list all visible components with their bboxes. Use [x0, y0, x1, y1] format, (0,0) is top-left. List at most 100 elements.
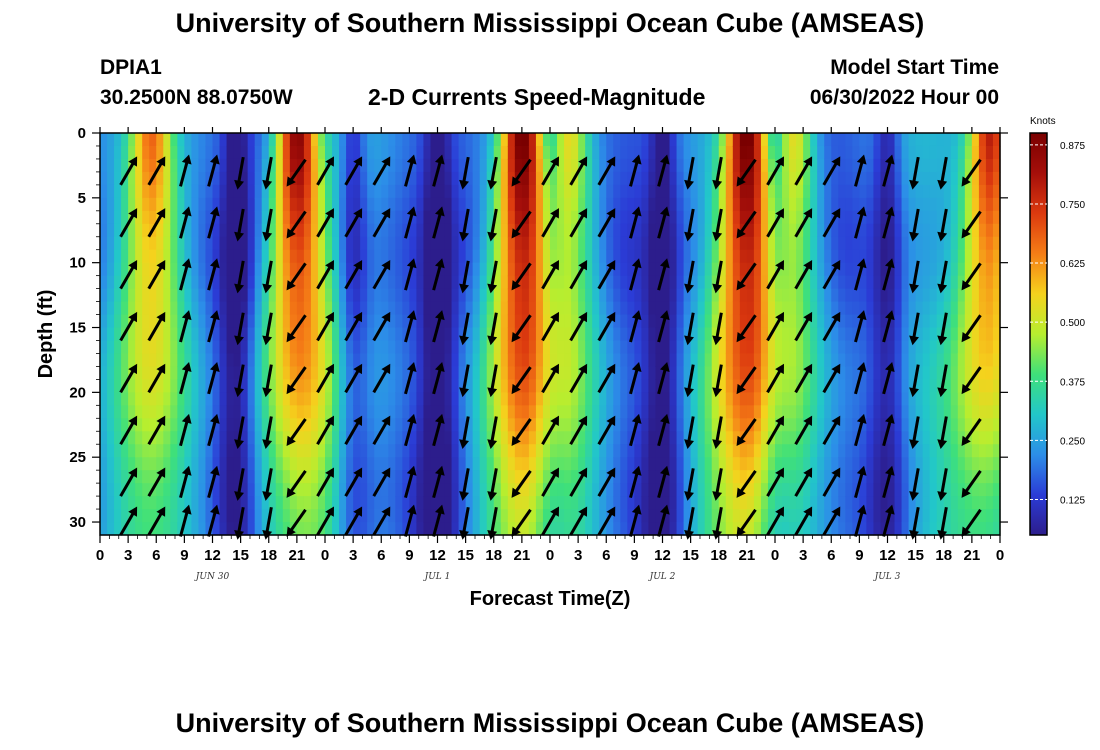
heatmap-cell	[100, 171, 108, 186]
heatmap-cell	[444, 223, 453, 238]
heatmap-cell	[873, 301, 882, 316]
heatmap-cell	[458, 405, 467, 419]
current-arrow	[404, 465, 417, 499]
heatmap-cell	[739, 288, 748, 303]
current-arrow	[961, 262, 982, 291]
heatmap-cell	[880, 392, 889, 406]
heatmap-cell	[310, 457, 319, 471]
heatmap-cell	[824, 184, 832, 199]
heatmap-cell	[550, 405, 558, 419]
heatmap-cell	[500, 223, 509, 238]
heatmap-cell	[887, 262, 896, 277]
heatmap-cell	[775, 457, 783, 471]
heatmap-cell	[317, 444, 326, 458]
heatmap-cell	[303, 288, 312, 303]
heatmap-cell	[641, 171, 650, 186]
heatmap-cell	[268, 223, 277, 238]
heatmap-cell	[852, 236, 860, 251]
current-arrow-head	[803, 415, 813, 426]
heatmap-cell	[964, 158, 973, 173]
heatmap-cell	[360, 145, 368, 160]
heatmap-cell	[177, 145, 185, 160]
heatmap-cell	[866, 418, 875, 432]
heatmap-cell	[107, 236, 115, 251]
heatmap-cell	[732, 522, 741, 536]
heatmap-cell	[592, 223, 600, 238]
heatmap-cell	[866, 496, 875, 510]
heatmap-cell	[810, 353, 818, 368]
heatmap-cell	[760, 483, 769, 497]
heatmap-cell	[978, 418, 987, 432]
heatmap-cell	[746, 133, 755, 147]
heatmap-cell	[226, 431, 235, 445]
heatmap-cell	[535, 444, 544, 458]
heatmap-cell	[697, 470, 706, 484]
heatmap-cell	[852, 470, 860, 484]
heatmap-cell	[479, 483, 488, 497]
current-arrow-head	[856, 258, 867, 269]
heatmap-cell	[135, 145, 143, 160]
heatmap-cell	[142, 340, 150, 355]
heatmap-cell	[908, 392, 917, 406]
heatmap-cell	[430, 249, 439, 264]
heatmap-cell	[782, 158, 790, 173]
heatmap-cell	[521, 288, 530, 303]
current-arrow-head	[434, 154, 445, 165]
heatmap-cell	[838, 314, 846, 329]
heatmap-cell	[437, 262, 446, 277]
heatmap-cell	[507, 275, 516, 290]
heatmap-cell	[894, 236, 903, 251]
current-arrow	[207, 465, 220, 499]
heatmap-cell	[493, 405, 502, 419]
heatmap-cell	[697, 262, 706, 277]
heatmap-cell	[971, 379, 980, 393]
heatmap-cell	[564, 288, 572, 303]
heatmap-cell	[240, 353, 249, 368]
heatmap-cell	[957, 431, 966, 445]
heatmap-cell	[760, 171, 769, 186]
heatmap-cell	[493, 470, 502, 484]
heatmap-cell	[521, 483, 530, 497]
heatmap-cell	[353, 133, 361, 147]
heatmap-cell	[901, 470, 910, 484]
heatmap-cell	[212, 275, 221, 290]
heatmap-cell	[282, 158, 291, 173]
heatmap-cell	[908, 483, 917, 497]
heatmap-cell	[423, 379, 432, 393]
heatmap-cell	[437, 223, 446, 238]
heatmap-cell	[254, 171, 263, 186]
heatmap-cell	[669, 392, 678, 406]
heatmap-cell	[950, 509, 959, 523]
heatmap-cell	[760, 145, 769, 160]
heatmap-cell	[557, 133, 565, 147]
heatmap-cell	[423, 483, 432, 497]
heatmap-cell	[571, 340, 579, 355]
heatmap-cell	[789, 327, 797, 342]
current-arrow	[766, 311, 784, 342]
heatmap-cell	[430, 158, 439, 173]
heatmap-cell	[254, 470, 263, 484]
heatmap-cell	[493, 483, 502, 497]
heatmap-cell	[170, 171, 178, 186]
heatmap-cell	[261, 379, 270, 393]
heatmap-cell	[711, 392, 720, 406]
heatmap-cell	[128, 197, 136, 212]
heatmap-cell	[107, 483, 115, 497]
current-arrow	[794, 208, 813, 238]
current-arrow	[179, 310, 192, 343]
heatmap-cell	[571, 496, 579, 510]
heatmap-cell	[423, 275, 432, 290]
heatmap-cell	[367, 288, 375, 303]
heatmap-cell	[409, 366, 418, 380]
heatmap-cell	[817, 509, 825, 523]
heatmap-cell	[985, 496, 994, 510]
heatmap-cell	[824, 444, 832, 458]
heatmap-cell	[824, 210, 832, 225]
heatmap-cell	[578, 236, 586, 251]
heatmap-cell	[760, 223, 769, 238]
heatmap-cell	[810, 236, 818, 251]
heatmap-cell	[416, 470, 425, 484]
heatmap-cell	[303, 171, 312, 186]
heatmap-cell	[866, 145, 875, 160]
heatmap-cell	[317, 366, 326, 380]
